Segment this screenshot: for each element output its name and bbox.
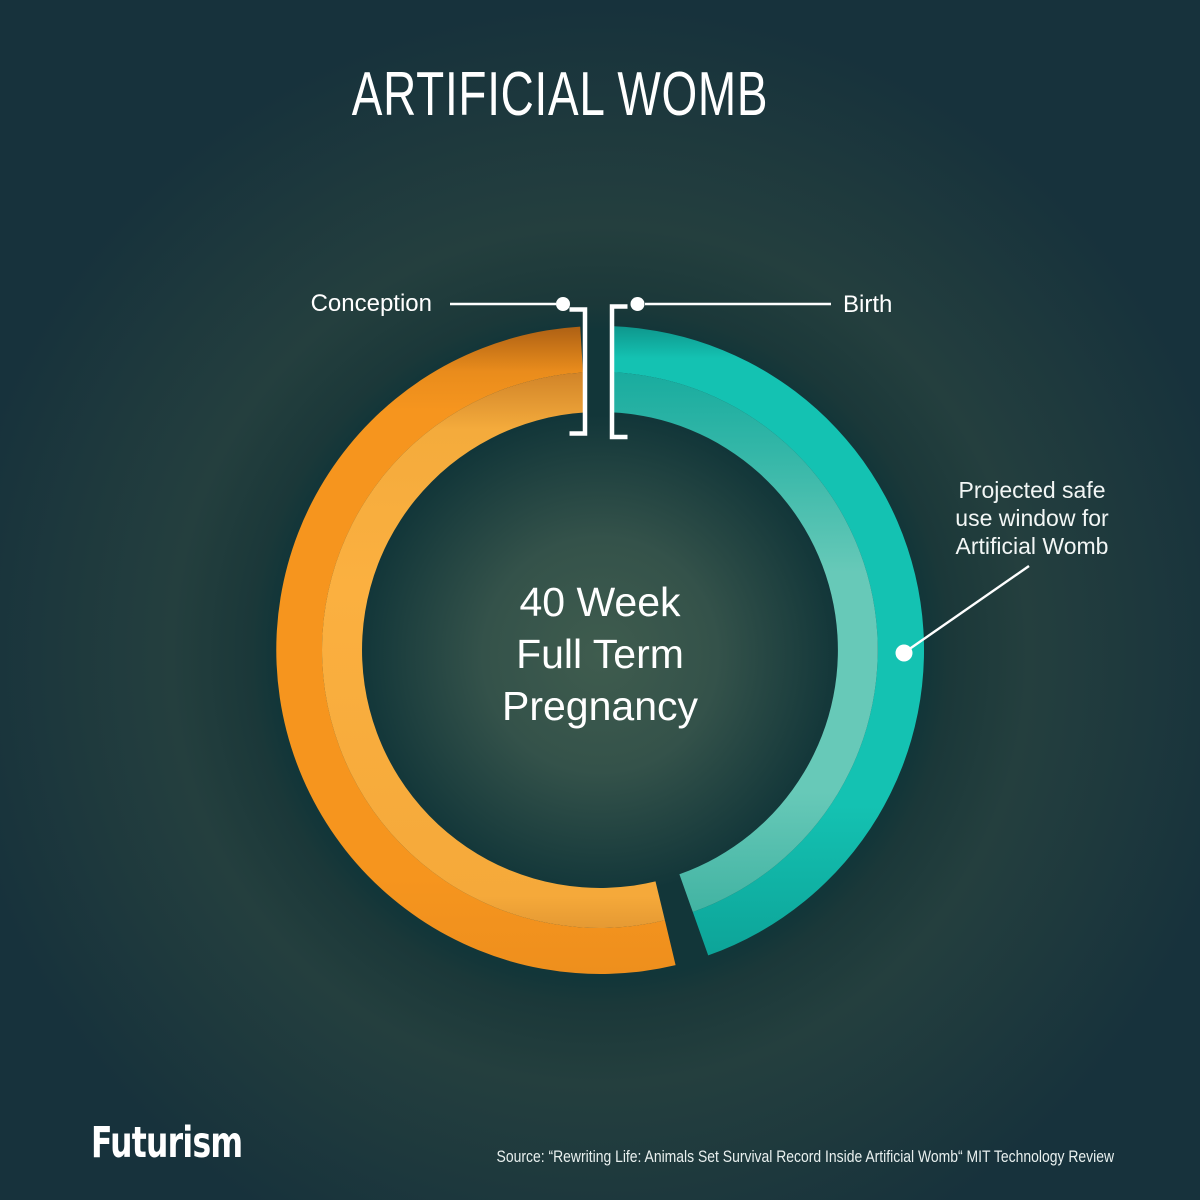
birth-dot (630, 297, 645, 311)
gap-bracket-right (609, 304, 628, 440)
source-credit: Source: “Rewriting Life: Animals Set Sur… (496, 1147, 1114, 1166)
center-label-line-2: Full Term (516, 631, 684, 677)
donut-center-label: 40 Week Full Term Pregnancy (430, 576, 770, 732)
segment-safe-window-outer (612, 326, 925, 956)
annotation-line-1: Projected safe (958, 477, 1106, 503)
annotation-line-3: Artificial Womb (955, 533, 1109, 559)
annotation-dot (895, 644, 913, 662)
futurism-logo: Futurism (91, 1118, 243, 1168)
center-label-line-1: 40 Week (519, 579, 681, 625)
annotation-leader-line (907, 565, 1030, 651)
conception-dot (556, 297, 570, 311)
conception-label: Conception (310, 290, 432, 317)
birth-label: Birth (843, 291, 893, 318)
center-label-line-3: Pregnancy (501, 683, 698, 729)
annotation-line-2: use window for (955, 505, 1109, 531)
segment-safe-window-inner (610, 372, 878, 912)
gap-bracket-left (569, 307, 588, 436)
page-title: ARTIFICIAL WOMB (351, 60, 769, 129)
safe-window-annotation: Projected safe use window for Artificial… (907, 476, 1157, 560)
